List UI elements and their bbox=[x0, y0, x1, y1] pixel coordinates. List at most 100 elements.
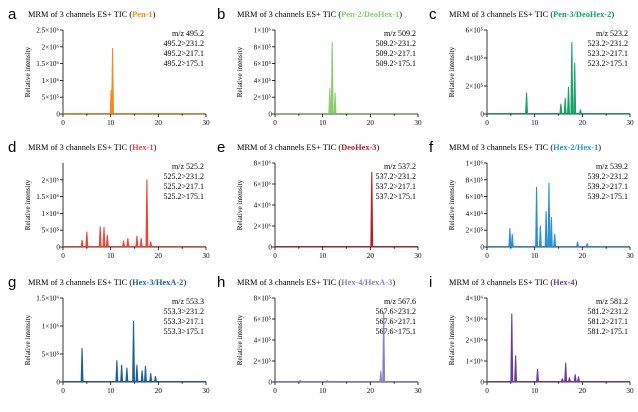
mz-transition: m/z 581.2 bbox=[596, 297, 628, 306]
y-tick-label: 0 bbox=[480, 379, 484, 387]
chromatogram-peak bbox=[382, 312, 386, 382]
x-tick-label: 20 bbox=[579, 252, 587, 260]
x-tick-label: 0 bbox=[61, 119, 65, 127]
title-suffix: ) bbox=[611, 10, 614, 19]
y-tick-label: 1×10⁶ bbox=[42, 210, 60, 218]
compound-name: Pen-1 bbox=[132, 10, 152, 19]
y-tick-label: 1×10⁶ bbox=[42, 77, 60, 85]
panel-d: d MRM of 3 channels ES+ TIC (Hex-1) 0 10 20 3… bbox=[8, 139, 210, 260]
x-tick-label: 10 bbox=[531, 119, 539, 127]
chromatogram-peak bbox=[514, 355, 518, 382]
y-axis-label: Relative intensity bbox=[236, 179, 244, 230]
panel-letter: f bbox=[429, 139, 434, 156]
x-tick-label: 30 bbox=[626, 387, 634, 395]
y-axis-label: Relative intensity bbox=[24, 46, 32, 97]
y-tick-label: 1.5×10⁶ bbox=[36, 60, 59, 68]
mz-transition: m/z 509.2 bbox=[384, 29, 416, 38]
x-tick-label: 20 bbox=[367, 387, 375, 395]
mz-transition: m/z 539.2 bbox=[596, 162, 628, 171]
mz-transition: 537.2>231.2 bbox=[375, 172, 416, 181]
y-tick-label: 8×10⁵ bbox=[254, 295, 272, 303]
mz-transition: m/z 525.2 bbox=[172, 162, 204, 171]
title-prefix: MRM of 3 channels ES+ TIC ( bbox=[237, 10, 341, 19]
chromatogram-peak bbox=[326, 380, 329, 382]
panel-letter: e bbox=[217, 139, 225, 156]
mz-transition: 537.2>217.1 bbox=[375, 182, 416, 191]
mz-transition: 525.2>175.1 bbox=[163, 192, 204, 201]
panel-title: MRM of 3 channels ES+ TIC (Hex-4/HexA-3) bbox=[237, 278, 395, 287]
chromatogram-peak bbox=[144, 365, 147, 382]
x-tick-label: 30 bbox=[626, 119, 634, 127]
x-tick-label: 0 bbox=[61, 387, 65, 395]
mz-transition: 495.2>217.1 bbox=[163, 49, 204, 58]
compound-name: Hex-2/Hex-1 bbox=[553, 143, 598, 152]
y-tick-label: 2×10⁶ bbox=[42, 176, 60, 184]
chromatogram-peak bbox=[135, 235, 139, 247]
y-tick-label: 1.5×10⁶ bbox=[36, 193, 59, 201]
chromatogram-peak bbox=[115, 360, 119, 382]
y-tick-label: 3×10⁶ bbox=[466, 316, 484, 324]
y-tick-label: 1×10⁶ bbox=[42, 323, 60, 331]
compound-name: Hex-3/HexA-2 bbox=[132, 278, 183, 287]
y-tick-label: 5×10⁵ bbox=[42, 351, 60, 359]
x-tick-label: 20 bbox=[155, 252, 163, 260]
chromatogram-peak bbox=[149, 241, 153, 247]
panel-title: MRM of 3 channels ES+ TIC (Pen-3/DeoHex-… bbox=[449, 10, 614, 19]
mz-transition: 523.2>217.1 bbox=[587, 49, 628, 58]
panel-letter: d bbox=[8, 139, 16, 156]
chromatogram-peak bbox=[102, 226, 106, 247]
title-prefix: MRM of 3 channels ES+ TIC ( bbox=[449, 278, 553, 287]
title-suffix: ) bbox=[399, 10, 402, 19]
panel-letter: b bbox=[217, 6, 225, 23]
chromatogram-peak bbox=[577, 376, 580, 382]
x-tick-label: 0 bbox=[485, 119, 489, 127]
y-tick-label: 2×10⁵ bbox=[254, 358, 272, 366]
panel-title: MRM of 3 channels ES+ TIC (Hex-1) bbox=[28, 143, 157, 152]
mz-transition: 525.2>231.2 bbox=[163, 172, 204, 181]
y-tick-label: 1×10⁶ bbox=[466, 358, 484, 366]
mz-transition: 581.2>175.1 bbox=[587, 327, 628, 336]
chromatogram-peak bbox=[573, 63, 577, 114]
mz-transition: 495.2>175.1 bbox=[163, 59, 204, 68]
panel-a: a MRM of 3 channels ES+ TIC (Pen-1) 0 10 20 3… bbox=[8, 6, 210, 127]
chromatogram-peak bbox=[568, 377, 571, 382]
y-axis-label: Relative intensity bbox=[24, 314, 32, 365]
y-tick-label: 0 bbox=[56, 111, 60, 119]
panel-b: b MRM of 3 channels ES+ TIC (Pen-2/DeoHex… bbox=[217, 6, 422, 127]
compound-name: DeoHex-3 bbox=[341, 143, 376, 152]
chromatogram-peak bbox=[576, 241, 580, 247]
mz-transition: m/z 553.3 bbox=[172, 297, 204, 306]
x-tick-label: 20 bbox=[579, 119, 587, 127]
title-suffix: ) bbox=[154, 143, 157, 152]
y-tick-label: 2×10⁵ bbox=[466, 227, 484, 235]
mz-transition: 567.6>217.1 bbox=[375, 317, 416, 326]
chromatogram-peak bbox=[80, 239, 84, 247]
y-tick-label: 0 bbox=[268, 111, 272, 119]
y-tick-label: 6×10⁵ bbox=[254, 60, 272, 68]
mz-transition: 567.6>175.1 bbox=[375, 327, 416, 336]
y-axis-label: Relative intensity bbox=[24, 179, 32, 230]
chromatogram-peak bbox=[139, 238, 143, 247]
chromatogram-peak bbox=[560, 378, 564, 382]
compound-name: Pen-2/DeoHex-1 bbox=[341, 10, 399, 19]
panel-g: g MRM of 3 channels ES+ TIC (Hex-3/HexA-2… bbox=[8, 274, 210, 395]
panel-letter: a bbox=[8, 6, 17, 23]
x-tick-label: 10 bbox=[531, 252, 539, 260]
mz-transition: m/z 495.2 bbox=[172, 29, 204, 38]
chromatogram-peak bbox=[538, 225, 542, 247]
x-tick-label: 30 bbox=[202, 252, 210, 260]
x-tick-label: 10 bbox=[319, 387, 327, 395]
chromatogram-peak bbox=[585, 243, 589, 247]
chromatogram-peak bbox=[140, 370, 144, 382]
x-tick-label: 0 bbox=[273, 119, 277, 127]
mz-transition: 581.2>217.1 bbox=[587, 317, 628, 326]
chromatogram-peak bbox=[145, 179, 149, 247]
compound-name: Pen-3/DeoHex-2 bbox=[553, 10, 611, 19]
x-tick-label: 30 bbox=[414, 119, 422, 127]
x-tick-label: 0 bbox=[485, 252, 489, 260]
title-prefix: MRM of 3 channels ES+ TIC ( bbox=[449, 10, 553, 19]
chromatogram-peak bbox=[126, 238, 130, 247]
chromatogram-peak bbox=[508, 227, 512, 247]
title-suffix: ) bbox=[575, 278, 578, 287]
mz-transition: 495.2>231.2 bbox=[163, 39, 204, 48]
